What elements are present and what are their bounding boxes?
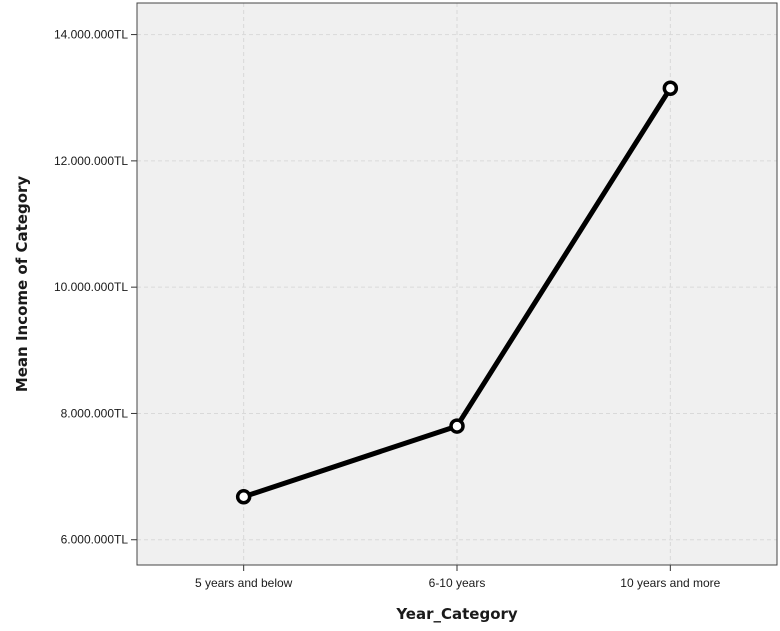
y-tick-label: 10.000.000TL [54,280,128,294]
x-tick-label: 5 years and below [195,576,293,590]
data-points [235,80,679,505]
y-axis-ticks: 6.000.000TL 8.000.000TL 10.000.000TL 12.000… [54,28,128,547]
grid [137,3,777,565]
data-point [449,418,465,434]
y-axis-title: Mean Income of Category [13,176,31,393]
x-tick-label: 6-10 years [429,576,486,590]
y-tick-label: 12.000.000TL [54,154,128,168]
axes [131,2,778,571]
y-tick-label: 8.000.000TL [61,406,129,420]
plot-frame [136,2,778,566]
y-tick-label: 6.000.000TL [61,533,129,547]
x-tick-label: 10 years and more [620,576,720,590]
data-point [662,80,679,96]
y-tick-label: 14.000.000TL [54,28,128,42]
data-point [235,489,252,505]
x-axis-title: Year_Category [395,605,518,623]
x-axis-ticks: 5 years and below 6-10 years 10 years and … [195,576,721,590]
